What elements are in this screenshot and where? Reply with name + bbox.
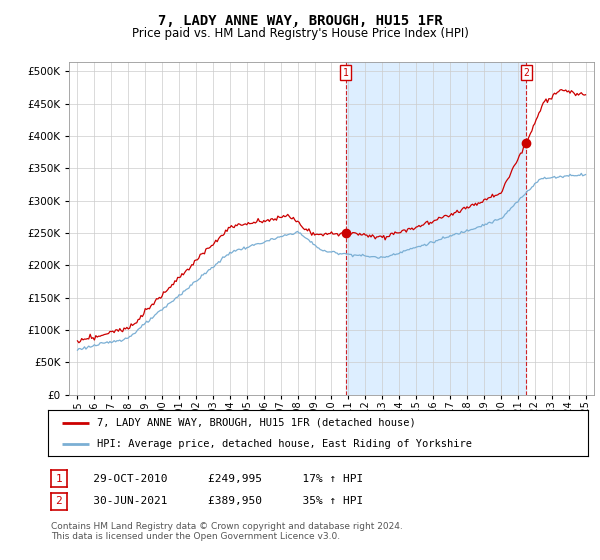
Text: 7, LADY ANNE WAY, BROUGH, HU15 1FR (detached house): 7, LADY ANNE WAY, BROUGH, HU15 1FR (deta… xyxy=(97,418,415,428)
Text: Contains HM Land Registry data © Crown copyright and database right 2024.
This d: Contains HM Land Registry data © Crown c… xyxy=(51,522,403,542)
Text: 2: 2 xyxy=(523,68,529,78)
Text: HPI: Average price, detached house, East Riding of Yorkshire: HPI: Average price, detached house, East… xyxy=(97,439,472,449)
Text: 1: 1 xyxy=(343,68,349,78)
Text: 7, LADY ANNE WAY, BROUGH, HU15 1FR: 7, LADY ANNE WAY, BROUGH, HU15 1FR xyxy=(158,14,442,28)
Text: 29-OCT-2010      £249,995      17% ↑ HPI: 29-OCT-2010 £249,995 17% ↑ HPI xyxy=(73,474,363,484)
Bar xyxy=(346,62,526,395)
Text: 2: 2 xyxy=(55,496,62,506)
Text: 1: 1 xyxy=(55,474,62,484)
Text: Price paid vs. HM Land Registry's House Price Index (HPI): Price paid vs. HM Land Registry's House … xyxy=(131,27,469,40)
Text: 30-JUN-2021      £389,950      35% ↑ HPI: 30-JUN-2021 £389,950 35% ↑ HPI xyxy=(73,496,363,506)
